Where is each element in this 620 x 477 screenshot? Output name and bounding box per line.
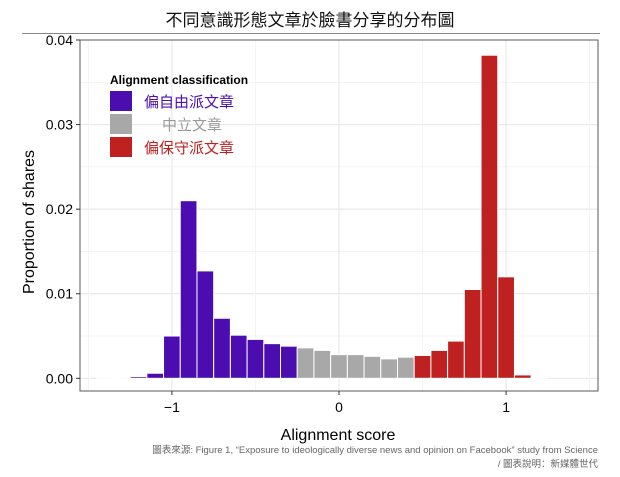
legend-label-conservative: 偏保守派文章 <box>144 139 234 157</box>
y-tick-label: 0.00 <box>46 370 73 386</box>
legend-label-neutral: 中立文章 <box>162 116 222 134</box>
source-line-2: / 圖表說明：新媒體世代 <box>497 459 598 470</box>
histogram-bar <box>229 334 248 379</box>
histogram-bar <box>96 376 114 379</box>
histogram-bar <box>380 358 398 379</box>
histogram-bar <box>363 355 382 379</box>
histogram-bar <box>413 354 432 379</box>
x-tick-label: 0 <box>335 399 343 415</box>
x-tick-label: 1 <box>502 399 510 415</box>
histogram-bar <box>513 374 532 379</box>
histogram-bar <box>163 335 181 379</box>
legend-swatch-neutral <box>110 114 132 134</box>
legend: Alignment classification 偏自由派文章 中立文章 偏保守… <box>110 73 248 157</box>
histogram-bar <box>263 343 282 379</box>
chart-title: 不同意識形態文章於臉書分享的分布圖 <box>165 11 455 31</box>
histogram-bar <box>330 354 348 379</box>
histogram-bar <box>313 349 332 379</box>
source-line-1: 圖表來源: Figure 1, “Exposure to ideological… <box>152 445 598 456</box>
histogram-bar <box>146 372 165 379</box>
axes: 0.00 0.01 0.02 0.03 0.04 −1 0 1 <box>46 32 510 415</box>
y-axis-label: Proportion of shares <box>21 150 38 294</box>
histogram-bar <box>463 289 482 379</box>
histogram-bar <box>430 349 449 379</box>
legend-title: Alignment classification <box>110 73 248 87</box>
x-tick-label: −1 <box>164 399 180 415</box>
histogram-bar <box>296 347 315 379</box>
histogram-bar <box>497 276 515 379</box>
bars <box>96 54 549 379</box>
histogram-bar <box>447 340 465 379</box>
histogram-bar <box>112 376 131 379</box>
histogram-bar <box>346 354 365 379</box>
y-tick-label: 0.03 <box>46 117 73 133</box>
histogram-bar <box>530 376 549 379</box>
title-divider <box>22 33 600 34</box>
histogram-bar <box>196 270 215 379</box>
x-axis-label: Alignment score <box>281 427 396 444</box>
legend-swatch-conservative <box>110 137 132 157</box>
histogram-bar <box>396 356 415 379</box>
y-tick-label: 0.02 <box>46 201 73 217</box>
histogram-bar <box>179 200 198 379</box>
histogram-bar <box>213 317 231 379</box>
legend-swatch-liberal <box>110 91 132 111</box>
source-note: 圖表來源: Figure 1, “Exposure to ideological… <box>152 444 598 472</box>
histogram-bar <box>246 338 265 379</box>
histogram-bar <box>129 376 148 379</box>
y-tick-label: 0.04 <box>46 32 73 48</box>
legend-label-liberal: 偏自由派文章 <box>144 93 234 111</box>
histogram-bar <box>280 345 298 379</box>
histogram-bar <box>480 54 499 379</box>
y-tick-label: 0.01 <box>46 286 73 302</box>
